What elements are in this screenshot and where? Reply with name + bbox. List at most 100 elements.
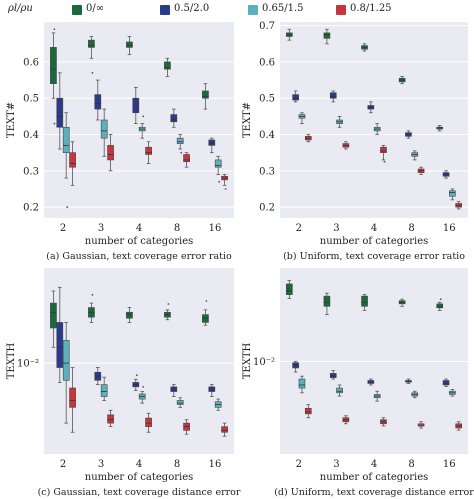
y-tick-label: 0.6 xyxy=(23,57,39,68)
legend-swatch-2 xyxy=(248,5,258,15)
outlier-point xyxy=(91,71,94,74)
panel-caption: (d) Uniform, text coverage distance erro… xyxy=(274,487,474,498)
x-axis-label: number of categories xyxy=(85,236,194,247)
box xyxy=(170,114,178,123)
box xyxy=(100,384,108,397)
box xyxy=(107,145,114,161)
box xyxy=(176,400,184,405)
y-tick-label: 0.7 xyxy=(259,21,275,32)
box xyxy=(449,190,456,197)
x-tick-label: 3 xyxy=(98,223,104,234)
box xyxy=(361,295,368,307)
box xyxy=(94,94,102,110)
y-tick-label: 0.2 xyxy=(259,203,275,214)
box xyxy=(145,417,152,427)
x-tick-label: 16 xyxy=(209,223,222,234)
x-tick-label: 16 xyxy=(443,459,456,470)
box xyxy=(132,97,140,114)
box xyxy=(50,47,57,85)
box xyxy=(69,387,76,408)
x-tick-label: 8 xyxy=(174,223,180,234)
box xyxy=(336,387,343,394)
box xyxy=(380,146,387,153)
box xyxy=(145,146,152,155)
plot-background xyxy=(44,22,234,218)
x-tick-label: 3 xyxy=(98,459,104,470)
x-tick-label: 4 xyxy=(371,459,377,470)
x-axis-label: number of categories xyxy=(85,472,194,483)
box xyxy=(323,32,331,39)
y-tick-label: 0.5 xyxy=(259,94,275,105)
x-tick-label: 3 xyxy=(333,459,339,470)
legend-label-1: 0.5/2.0 xyxy=(174,3,210,14)
x-tick-label: 16 xyxy=(443,223,456,234)
x-axis-label: number of categories xyxy=(320,472,429,483)
legend-label-0: 0/∞ xyxy=(86,3,105,14)
x-tick-label: 4 xyxy=(136,459,142,470)
x-tick-label: 4 xyxy=(371,223,377,234)
legend: ρl/ρu 0/∞ 0.5/2.0 0.65/1.5 0.8/1.25 xyxy=(0,0,474,18)
box xyxy=(100,119,108,139)
x-tick-label: 2 xyxy=(60,459,66,470)
outlier-point xyxy=(439,298,442,301)
x-tick-label: 16 xyxy=(209,459,222,470)
outlier-point xyxy=(142,115,145,118)
plot-background xyxy=(280,22,468,218)
y-axis-label: TEXT# xyxy=(242,102,253,138)
box xyxy=(323,295,331,307)
outlier-point xyxy=(91,293,94,296)
box xyxy=(208,139,216,146)
y-tick-label: 0.3 xyxy=(23,166,39,177)
y-tick-label: 0.4 xyxy=(259,130,275,141)
y-tick-label: 0.2 xyxy=(23,203,39,214)
plot-background xyxy=(44,268,234,454)
chart-panel-1: 0.2 0.3 0.4 0.5 0.6 0.7 2 3 4 8 16 TEXT# number of c… xyxy=(242,21,468,262)
x-tick-label: 2 xyxy=(296,223,302,234)
outlier-point xyxy=(383,160,386,163)
chart-panel-3: 10⁻² 2 3 4 8 16 TEXTH number of categories (d) U… xyxy=(242,268,474,498)
y-tick-label: 0.4 xyxy=(23,130,39,141)
box xyxy=(329,92,337,99)
outlier-point xyxy=(205,300,208,302)
legend-title: ρl/ρu xyxy=(8,3,33,14)
legend-swatch-3 xyxy=(336,5,346,15)
x-tick-label: 8 xyxy=(408,459,414,470)
outlier-point xyxy=(142,385,145,388)
outlier-point xyxy=(167,303,170,305)
outlier-point xyxy=(135,374,138,377)
box xyxy=(442,380,450,386)
box xyxy=(62,340,70,381)
x-tick-label: 2 xyxy=(296,459,302,470)
outlier-point xyxy=(66,206,69,209)
legend-label-3: 0.8/1.25 xyxy=(350,3,392,14)
x-tick-label: 3 xyxy=(333,223,339,234)
box xyxy=(329,373,337,378)
box xyxy=(292,94,299,101)
y-axis-label: TEXT# xyxy=(6,102,17,138)
legend-swatch-1 xyxy=(160,5,170,15)
y-tick-label: 0.6 xyxy=(259,57,275,68)
box xyxy=(126,41,133,48)
x-axis-label: number of categories xyxy=(320,236,429,247)
box xyxy=(221,426,228,433)
outlier-point xyxy=(224,188,227,190)
box xyxy=(107,414,114,424)
x-tick-label: 4 xyxy=(136,223,142,234)
box xyxy=(126,311,133,319)
outlier-point xyxy=(180,151,183,154)
panel-caption: (b) Uniform, text coverage error ratio xyxy=(283,251,465,262)
box xyxy=(286,283,293,295)
box xyxy=(202,90,209,99)
box xyxy=(62,126,70,153)
outlier-point xyxy=(53,28,56,31)
y-tick-label: 10⁻² xyxy=(253,357,275,368)
y-tick-label: 0.5 xyxy=(23,94,39,105)
plot-background xyxy=(280,268,468,454)
chart-panel-0: 0.2 0.3 0.4 0.5 0.6 2 3 4 8 16 TEXT# number of cate… xyxy=(6,22,234,262)
chart-panel-2: 10⁻² 2 3 4 8 16 TEXTH number of categories (c) G… xyxy=(6,268,241,498)
box xyxy=(298,378,306,389)
x-tick-label: 8 xyxy=(174,459,180,470)
box xyxy=(176,137,184,144)
